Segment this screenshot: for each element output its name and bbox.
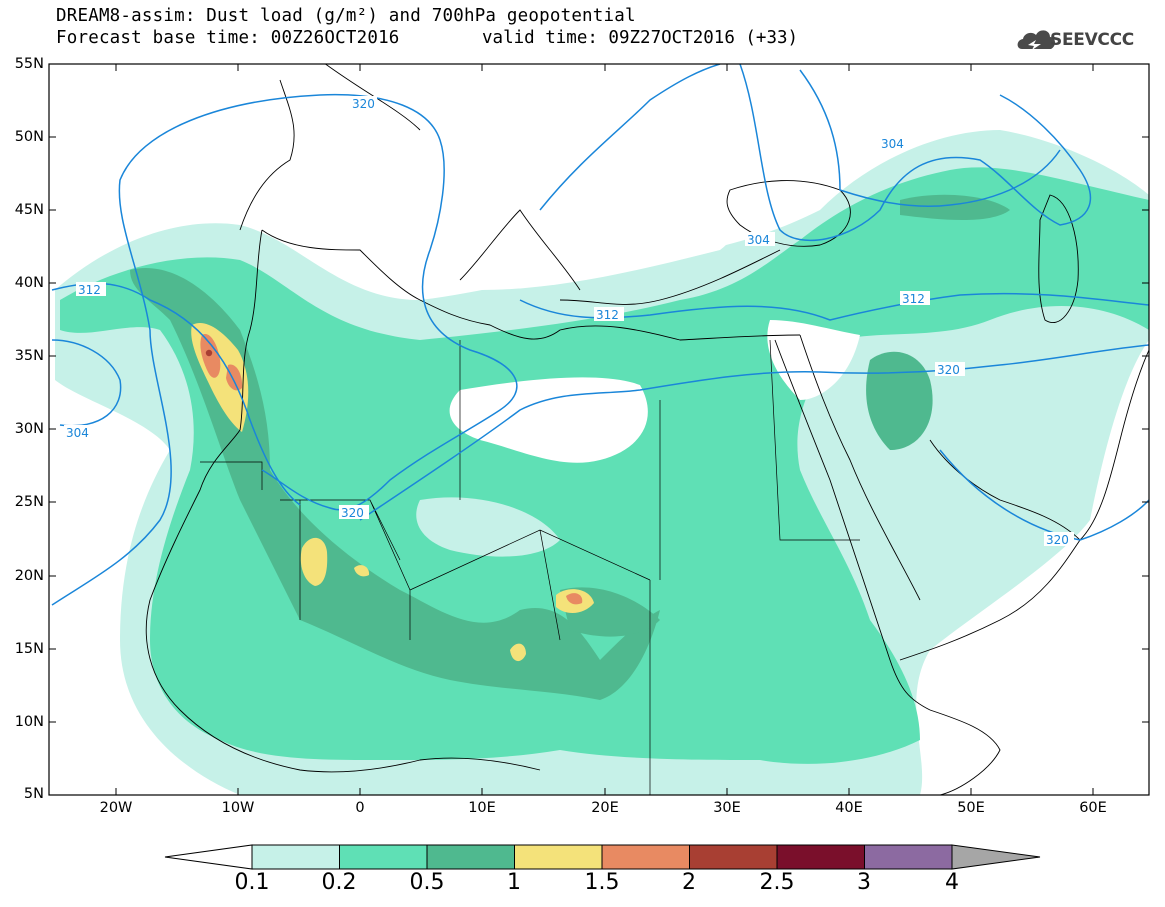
contour-label: 304: [747, 233, 770, 247]
colorbar-swatch: [251, 844, 340, 870]
contour-320-north: [51, 93, 518, 606]
contour-304-arc: [799, 69, 1061, 208]
dust-band-1.5: [226, 364, 243, 391]
dust-gap: [416, 497, 560, 557]
colorbar-label: 0.2: [321, 870, 357, 895]
colorbar-swatch: [864, 844, 953, 870]
lat-label: 35N: [14, 348, 44, 364]
contour-304-east: [539, 64, 1091, 242]
coast-black-sea: [726, 180, 851, 247]
colorbar-swatch: [776, 844, 865, 870]
dust-gap: [449, 377, 648, 463]
cloud-icon: [1017, 30, 1056, 50]
lon-label: 60E: [1079, 800, 1107, 816]
dust-band-1: [300, 537, 328, 586]
lon-label: 20E: [591, 800, 619, 816]
contour-label: 312: [78, 283, 101, 297]
logo-text: SEEVCCC: [1050, 30, 1134, 50]
colorbar-label: 1: [507, 870, 521, 895]
colorbar-label: 3: [857, 870, 871, 895]
colorbar-label: 2: [682, 870, 696, 895]
lat-label: 5N: [23, 786, 44, 802]
border-lines: [200, 339, 860, 795]
colorbar-swatch: [951, 844, 1041, 870]
contour-label: 312: [902, 292, 925, 306]
coast-africa-west: [145, 229, 541, 773]
contour-label: 320: [937, 363, 960, 377]
dust-band-1.5: [566, 593, 583, 605]
colorbar-label: 0.1: [234, 870, 270, 895]
lat-label: 25N: [14, 494, 44, 510]
colorbar-label: 2.5: [759, 870, 795, 895]
contour-label: 320: [352, 97, 375, 111]
lon-label: 30E: [713, 800, 741, 816]
lat-label: 50N: [14, 129, 44, 145]
colorbar-swatch: [514, 844, 603, 870]
forecast-base-time: Forecast base time: 00Z26OCT2016: [56, 28, 400, 48]
dust-gap: [240, 64, 750, 290]
lon-label: 10E: [468, 800, 496, 816]
colorbar-swatch: [164, 844, 253, 870]
colorbar-swatch: [601, 844, 690, 870]
dust-band-1: [354, 565, 370, 577]
colorbar: [164, 844, 1041, 870]
colorbar-label: 1.5: [584, 870, 620, 895]
axis-ticks: [49, 63, 1149, 795]
lat-label: 30N: [14, 421, 44, 437]
contour-label: 304: [881, 137, 904, 151]
dust-field: [55, 64, 1149, 795]
dust-band-0.5: [130, 268, 660, 700]
contour-312: [51, 282, 301, 506]
lat-label: 45N: [14, 202, 44, 218]
coast-somalia: [929, 709, 1001, 795]
dust-band-0.5: [866, 351, 933, 450]
contour-label: 320: [1046, 533, 1069, 547]
coast-red-sea: [774, 334, 931, 711]
lon-label: 20W: [99, 800, 133, 816]
lat-label: 20N: [14, 568, 44, 584]
colorbar-swatch: [426, 844, 515, 870]
lat-label: 55N: [14, 56, 44, 72]
lat-label: 15N: [14, 641, 44, 657]
colorbar-label: 4: [945, 870, 959, 895]
contour-304-west: [51, 339, 122, 427]
lat-label: 10N: [14, 714, 44, 730]
contour-label: 304: [66, 426, 89, 440]
map-title: DREAM8-assim: Dust load (g/m²) and 700hP…: [56, 6, 636, 26]
coast-caspian: [1038, 194, 1079, 323]
lon-label: 40E: [835, 800, 863, 816]
contour-label-group: 320 304 312 312 312 304 320 320 304 320: [64, 96, 1074, 547]
contour-label: 320: [341, 506, 364, 520]
colorbar-swatch: [339, 844, 428, 870]
contour-label: 312: [596, 308, 619, 322]
lat-label: 40N: [14, 275, 44, 291]
lon-label: 50E: [957, 800, 985, 816]
dust-band-2: [205, 349, 213, 357]
dust-band-0.5: [900, 194, 1010, 220]
lon-label: 0: [355, 800, 365, 816]
coast-arabia-east: [1079, 349, 1149, 541]
coast-mediterranean: [261, 229, 801, 341]
lon-label: 10W: [221, 800, 255, 816]
dust-gap: [960, 383, 1070, 453]
colorbar-swatch: [689, 844, 778, 870]
valid-time: valid time: 09Z27OCT2016 (+33): [482, 28, 799, 48]
colorbar-label: 0.5: [409, 870, 445, 895]
dust-band-1: [510, 643, 526, 662]
